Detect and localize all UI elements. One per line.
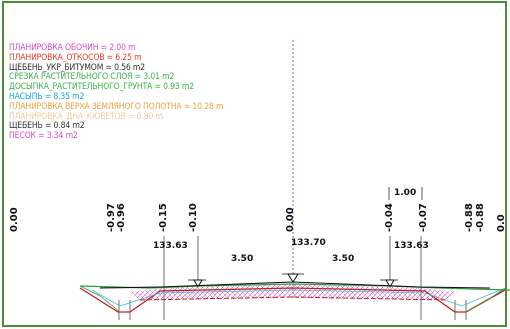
top-surface-line — [99, 281, 491, 289]
legend-item: ПЛАНИРОВКА_ДНА_КЮВЕТОВ = 0.80 m — [9, 111, 163, 122]
legend-item: НАСЫПЬ = 8.35 m2 — [9, 91, 85, 102]
offset-label: -0.04 — [384, 203, 395, 232]
offset-label: 0.00 — [285, 207, 296, 232]
legend-item: ПЛАНИРОВКА ВЕРХА ЗЕМЛЯНОГО ПОЛОТНА = 10.… — [9, 101, 224, 112]
elevation-center: 133.70 — [291, 238, 326, 248]
shoulder-width: 1.00 — [394, 188, 416, 198]
offset-label: -0.88 — [464, 203, 475, 232]
elevation-right: 133.63 — [394, 241, 429, 251]
offset-label: -0.97 — [106, 203, 117, 232]
shoulder-dimension: 1.00 — [388, 187, 423, 200]
lane-width-left: 3.50 — [231, 254, 253, 264]
side-slope-left — [79, 285, 121, 313]
offset-labels: 0.00 -0.97 -0.96 -0.15 -0.10 0.00 -0.04 -0.07 -0… — [9, 203, 507, 232]
offset-label: -0.15 — [158, 203, 169, 232]
offset-label: 0.0 — [496, 214, 507, 232]
offset-label: -0.07 — [418, 203, 429, 232]
pavement-structure — [130, 284, 458, 300]
offset-label: -0.88 — [475, 203, 486, 232]
offset-label: 0.00 — [9, 207, 20, 232]
legend-item: ПЛАНИРОВКА ОБОЧИН = 2.00 m — [9, 43, 136, 53]
side-slope-right — [465, 287, 506, 313]
offset-label: -0.96 — [116, 203, 127, 232]
embankment-line — [91, 289, 501, 307]
lane-width-right: 3.50 — [332, 254, 354, 264]
legend-item: ПЕСОК = 3.34 m2 — [9, 131, 78, 142]
offset-label: -0.10 — [188, 203, 199, 232]
subgrade-line — [79, 287, 506, 313]
legend-item: ЩЕБЕНЬ_УКР_БИТУМОМ = 0.56 m2 — [9, 62, 146, 73]
elevation-left: 133.63 — [153, 241, 188, 251]
legend-item: ПЛАНИРОВКА_ОТКОСОВ = 6.25 m — [9, 52, 142, 63]
volumes-legend: ПЛАНИРОВКА ОБОЧИН = 2.00 m ПЛАНИРОВКА_ОТК… — [9, 43, 258, 142]
legend-item: СРЕЗКА РАСТИТЕЛЬНОГО СЛОЯ = 3.01 m2 — [9, 72, 175, 83]
level-markers — [193, 273, 395, 289]
legend-item: ДОСЫПКА_РАСТИТЕЛЬНОГО_ГРУНТА = 0.93 m2 — [9, 82, 195, 93]
legend-item: ЩЕБЕНЬ = 0.84 m2 — [9, 121, 85, 132]
base-line — [139, 296, 446, 301]
